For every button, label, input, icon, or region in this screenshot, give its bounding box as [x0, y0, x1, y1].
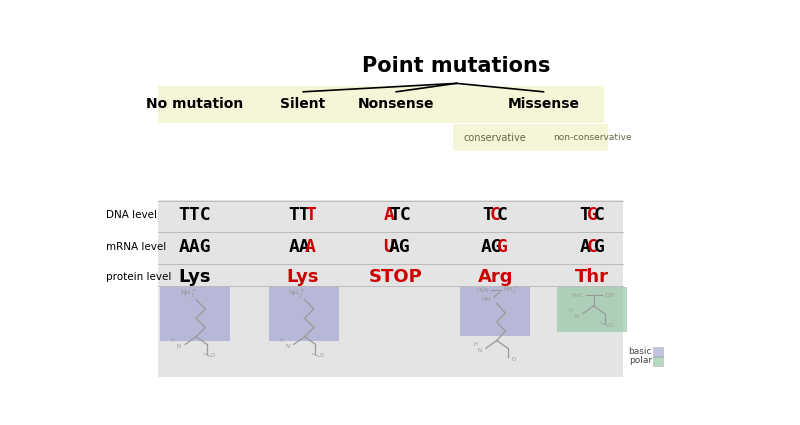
Text: mRNA level: mRNA level	[106, 242, 166, 252]
Text: T: T	[305, 206, 316, 224]
Text: O: O	[319, 354, 324, 358]
Text: N: N	[286, 344, 290, 349]
Text: C: C	[586, 238, 598, 256]
Text: OH: OH	[604, 292, 614, 298]
Text: AG: AG	[389, 238, 410, 256]
Text: NH$_2^+$: NH$_2^+$	[503, 285, 518, 296]
Text: O: O	[512, 357, 516, 362]
Text: Arg: Arg	[478, 268, 513, 286]
Text: T: T	[579, 206, 590, 224]
Bar	[654, 356, 663, 366]
Bar	[280, 86, 604, 122]
Text: G: G	[594, 238, 605, 256]
Text: NH$_3^+$: NH$_3^+$	[180, 287, 197, 300]
Bar	[460, 286, 530, 336]
Bar	[453, 124, 608, 151]
Text: N: N	[478, 348, 482, 353]
Text: basic: basic	[628, 347, 652, 356]
Text: O: O	[211, 354, 215, 358]
Text: H: H	[279, 338, 283, 343]
Text: A: A	[383, 206, 394, 224]
Text: H: H	[569, 308, 572, 313]
Text: N: N	[177, 344, 181, 349]
Text: AG: AG	[481, 238, 502, 256]
Bar	[558, 287, 627, 332]
Bar	[161, 286, 230, 341]
Text: No mutation: No mutation	[146, 97, 243, 111]
Text: STOP: STOP	[369, 268, 423, 286]
Text: H$_2$N: H$_2$N	[476, 286, 490, 295]
Text: Lys: Lys	[178, 268, 211, 286]
Text: HN: HN	[482, 297, 490, 302]
Text: TC: TC	[389, 206, 410, 224]
Text: Nonsense: Nonsense	[358, 97, 434, 111]
Text: DNA level: DNA level	[106, 210, 157, 220]
Text: C: C	[594, 206, 605, 224]
Text: Silent: Silent	[281, 97, 326, 111]
Text: protein level: protein level	[106, 272, 171, 282]
Text: Point mutations: Point mutations	[362, 57, 550, 76]
Text: non-conservative: non-conservative	[553, 133, 631, 142]
Text: Missense: Missense	[508, 97, 580, 111]
Text: conservative: conservative	[464, 133, 526, 143]
Text: U: U	[383, 238, 394, 256]
Text: G: G	[497, 238, 508, 256]
Text: H: H	[171, 338, 174, 343]
Text: T: T	[482, 206, 494, 224]
Text: N: N	[574, 314, 578, 319]
Text: A: A	[579, 238, 590, 256]
Text: H: H	[474, 342, 477, 347]
Bar	[269, 286, 338, 341]
Bar	[158, 86, 291, 122]
Text: NH$_3^+$: NH$_3^+$	[288, 287, 306, 300]
Text: A: A	[305, 238, 316, 256]
Text: C: C	[490, 206, 501, 224]
Text: C: C	[497, 206, 508, 224]
Text: TTC: TTC	[178, 206, 211, 224]
Text: Thr: Thr	[575, 268, 609, 286]
Text: Lys: Lys	[287, 268, 319, 286]
Text: AAG: AAG	[178, 238, 211, 256]
Text: G: G	[586, 206, 598, 224]
Text: H$_3$C: H$_3$C	[571, 291, 585, 300]
Bar	[654, 347, 663, 357]
Text: AA: AA	[289, 238, 310, 256]
Text: polar: polar	[629, 357, 652, 366]
Bar	[158, 200, 623, 377]
Text: TT: TT	[289, 206, 310, 224]
Text: O: O	[609, 323, 613, 328]
